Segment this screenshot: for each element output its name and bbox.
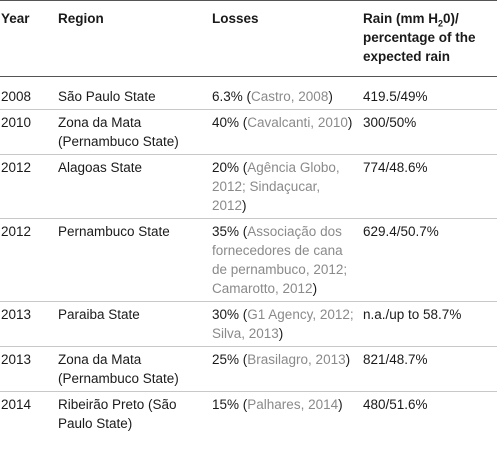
cell-year: 2014 [1, 397, 32, 412]
cell-rain: 821/48.7% [359, 346, 497, 392]
cell-losses: 35% (Associação dos fornecedores de cana… [208, 218, 359, 302]
loss-close: ) [328, 89, 333, 104]
cell-losses: 20% (Agência Globo, 2012; Sindaçucar, 20… [208, 154, 359, 219]
loss-value: 35% ( [212, 224, 248, 239]
table-header: Year Region Losses Rain (mm H20)/ percen… [0, 0, 497, 77]
cell-rain: n.a./up to 58.7% [359, 301, 497, 347]
cell-region: Pernambuco State [54, 218, 208, 302]
cell-rain: 629.4/50.7% [359, 218, 497, 302]
table-row: 2012 Alagoas State 20% (Agência Globo, 2… [0, 154, 497, 219]
reference-link[interactable]: Agência Globo, 2012; Sindaçucar, 2012 [212, 160, 340, 213]
header-rain-prefix: Rain (mm H [363, 11, 439, 26]
table-row: 2013 Zona da Mata (Pernambuco State) 25%… [0, 346, 497, 392]
cell-rain: 480/51.6% [363, 397, 428, 412]
loss-value: 30% ( [212, 307, 248, 322]
cell-year: 2012 [0, 154, 54, 219]
loss-close: ) [242, 198, 247, 213]
loss-value: 20% ( [212, 160, 248, 175]
cell-year: 2010 [0, 109, 54, 155]
loss-close: ) [278, 326, 284, 341]
table-row: 2014 Ribeirão Preto (São Paulo State) 15… [0, 392, 497, 437]
reference-link[interactable]: G1 Agency, 2012; Silva, 2013 [212, 307, 354, 341]
header-rain: Rain (mm H20)/ percentage of the expecte… [359, 0, 497, 77]
loss-value: 15% ( [212, 397, 248, 412]
cell-region: Alagoas State [54, 154, 208, 219]
cell-rain: 774/48.6% [359, 154, 497, 219]
header-rain-suffix: 0)/ percentage of the expected rain [363, 11, 476, 64]
cell-region: Zona da Mata (Pernambuco State) [54, 346, 208, 392]
cell-region: São Paulo State [54, 76, 208, 110]
reference-link[interactable]: Castro, 2008 [251, 89, 329, 104]
cell-region: Ribeirão Preto (São Paulo State) [58, 397, 177, 431]
cell-losses: 15% (Palhares, 2014) [208, 392, 359, 437]
losses-table: Year Region Losses Rain (mm H20)/ percen… [0, 0, 497, 437]
cell-year: 2013 [0, 301, 54, 347]
header-rain-subscript: 2 [438, 18, 444, 29]
loss-value: 40% ( [212, 115, 248, 130]
table-row: 2010 Zona da Mata (Pernambuco State) 40%… [0, 109, 497, 155]
loss-value: 25% ( [212, 352, 248, 367]
reference-link[interactable]: Cavalcanti, 2010 [247, 115, 348, 130]
cell-region: Paraiba State [54, 301, 208, 347]
cell-losses: 6.3% (Castro, 2008) [208, 76, 359, 110]
loss-close: ) [347, 115, 353, 130]
cell-losses: 40% (Cavalcanti, 2010) [208, 109, 359, 155]
table-row: 2012 Pernambuco State 35% (Associação do… [0, 218, 497, 302]
table-row: 2008 São Paulo State 6.3% (Castro, 2008)… [0, 76, 497, 110]
table-body: 2008 São Paulo State 6.3% (Castro, 2008)… [0, 76, 497, 437]
header-region: Region [54, 0, 208, 77]
cell-year: 2012 [0, 218, 54, 302]
loss-close: ) [338, 397, 343, 412]
cell-year: 2013 [0, 346, 54, 392]
header-row: Year Region Losses Rain (mm H20)/ percen… [0, 0, 497, 77]
loss-close: ) [312, 281, 318, 296]
loss-close: ) [345, 352, 351, 367]
cell-region: Zona da Mata (Pernambuco State) [54, 109, 208, 155]
table-row: 2013 Paraiba State 30% (G1 Agency, 2012;… [0, 301, 497, 347]
reference-link[interactable]: Associação dos fornecedores de cana de p… [212, 224, 348, 296]
reference-link[interactable]: Brasilagro, 2013 [247, 352, 346, 367]
header-losses: Losses [208, 0, 359, 77]
cell-losses: 30% (G1 Agency, 2012; Silva, 2013) [208, 301, 359, 347]
header-year: Year [0, 0, 54, 77]
cell-year: 2008 [0, 76, 54, 110]
cell-losses: 25% (Brasilagro, 2013) [208, 346, 359, 392]
loss-value: 6.3% ( [212, 89, 252, 104]
cell-rain: 300/50% [359, 109, 497, 155]
reference-link[interactable]: Palhares, 2014 [247, 397, 339, 412]
cell-rain: 419.5/49% [359, 76, 497, 110]
